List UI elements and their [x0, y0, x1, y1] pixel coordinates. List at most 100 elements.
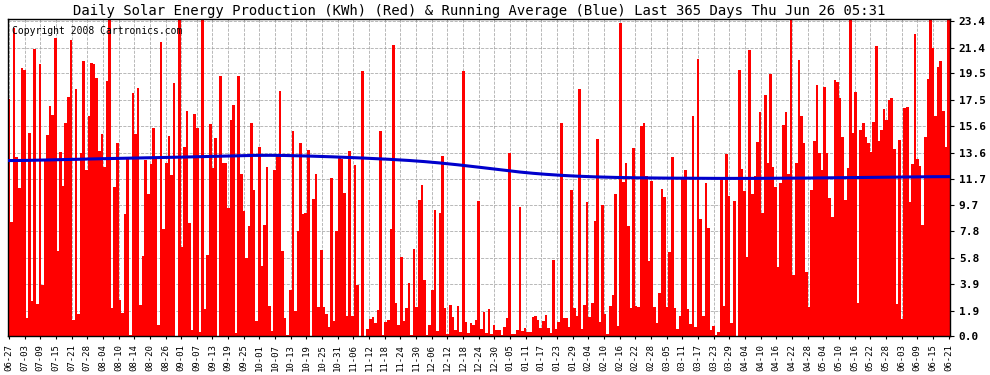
Bar: [59, 152, 61, 336]
Bar: [188, 223, 191, 336]
Bar: [522, 331, 524, 336]
Bar: [289, 291, 292, 336]
Bar: [268, 306, 271, 336]
Bar: [170, 175, 173, 336]
Bar: [761, 213, 764, 336]
Bar: [74, 88, 77, 336]
Bar: [472, 326, 475, 336]
Bar: [653, 307, 655, 336]
Bar: [423, 280, 426, 336]
Bar: [260, 266, 263, 336]
Bar: [803, 144, 805, 336]
Bar: [292, 131, 294, 336]
Bar: [829, 198, 831, 336]
Bar: [741, 169, 743, 336]
Bar: [147, 194, 149, 336]
Bar: [617, 326, 620, 336]
Bar: [209, 124, 212, 336]
Bar: [562, 318, 565, 336]
Bar: [333, 321, 336, 336]
Bar: [777, 267, 779, 336]
Bar: [475, 320, 477, 336]
Bar: [318, 307, 320, 336]
Bar: [145, 160, 147, 336]
Bar: [186, 111, 188, 336]
Bar: [880, 130, 883, 336]
Bar: [924, 138, 927, 336]
Bar: [689, 324, 692, 336]
Bar: [220, 76, 222, 336]
Bar: [862, 123, 864, 336]
Bar: [774, 188, 777, 336]
Bar: [944, 147, 947, 336]
Bar: [108, 20, 111, 336]
Bar: [328, 327, 331, 336]
Bar: [720, 178, 723, 336]
Bar: [114, 187, 116, 336]
Bar: [596, 139, 599, 336]
Bar: [771, 167, 774, 336]
Bar: [206, 255, 209, 336]
Bar: [718, 332, 720, 336]
Bar: [702, 316, 705, 336]
Bar: [785, 112, 787, 336]
Text: Copyright 2008 Cartronics.com: Copyright 2008 Cartronics.com: [12, 26, 183, 36]
Bar: [379, 131, 382, 336]
Bar: [728, 195, 731, 336]
Bar: [255, 321, 258, 336]
Bar: [914, 34, 917, 336]
Bar: [467, 333, 469, 336]
Bar: [325, 315, 328, 336]
Bar: [426, 335, 429, 336]
Bar: [843, 200, 846, 336]
Bar: [842, 137, 843, 336]
Bar: [748, 50, 751, 336]
Bar: [927, 79, 930, 336]
Bar: [421, 185, 423, 336]
Bar: [609, 306, 612, 336]
Bar: [235, 333, 238, 336]
Bar: [733, 201, 736, 336]
Bar: [276, 156, 278, 336]
Bar: [178, 20, 180, 336]
Bar: [77, 314, 80, 336]
Bar: [655, 323, 658, 336]
Bar: [813, 141, 816, 336]
Bar: [826, 153, 829, 336]
Bar: [8, 99, 10, 336]
Bar: [61, 186, 64, 336]
Bar: [753, 176, 756, 336]
Bar: [384, 322, 387, 336]
Bar: [320, 250, 323, 336]
Bar: [679, 316, 681, 336]
Bar: [149, 164, 152, 336]
Bar: [429, 325, 431, 336]
Bar: [620, 23, 622, 336]
Bar: [622, 182, 625, 336]
Bar: [137, 88, 140, 336]
Bar: [697, 59, 699, 336]
Bar: [80, 153, 82, 336]
Bar: [922, 225, 924, 336]
Bar: [549, 333, 552, 336]
Bar: [315, 174, 318, 336]
Bar: [410, 335, 413, 336]
Bar: [124, 214, 127, 336]
Bar: [554, 329, 557, 336]
Bar: [790, 20, 792, 336]
Bar: [769, 74, 771, 336]
Bar: [154, 158, 157, 336]
Bar: [511, 334, 514, 336]
Bar: [191, 330, 193, 336]
Bar: [506, 318, 509, 336]
Bar: [782, 125, 785, 336]
Bar: [437, 331, 439, 336]
Bar: [658, 293, 660, 336]
Bar: [116, 143, 119, 336]
Bar: [214, 138, 217, 336]
Bar: [54, 38, 56, 336]
Bar: [162, 229, 165, 336]
Bar: [867, 144, 870, 336]
Bar: [811, 189, 813, 336]
Bar: [864, 137, 867, 336]
